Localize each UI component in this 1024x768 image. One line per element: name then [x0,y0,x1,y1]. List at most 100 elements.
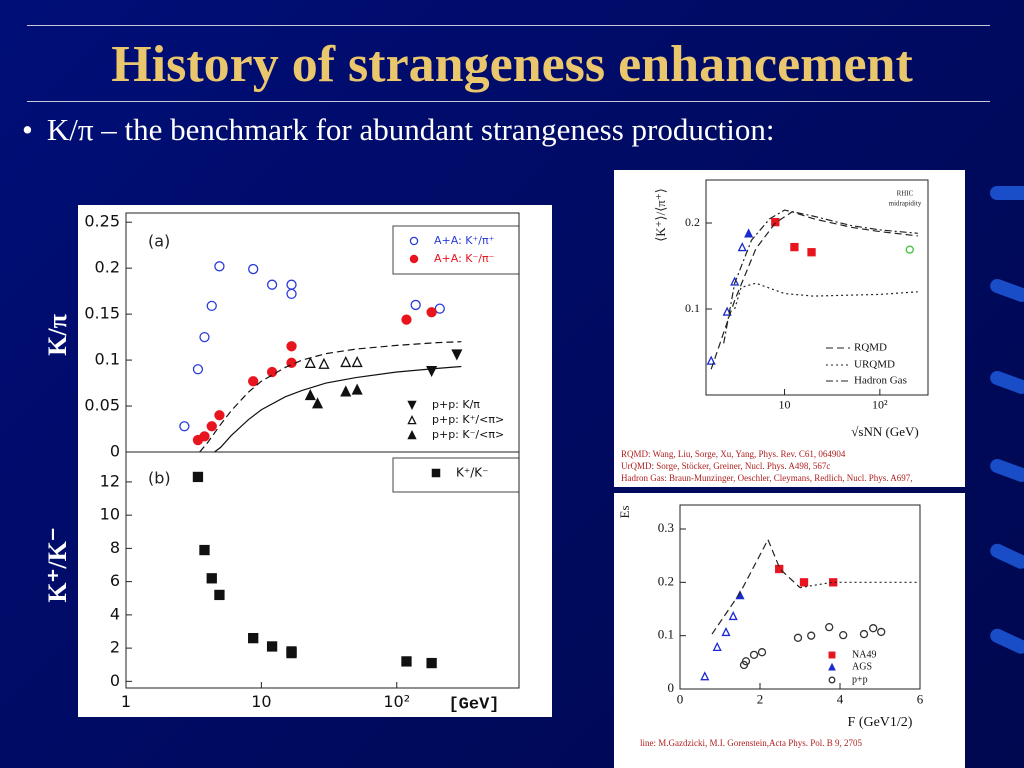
point [828,676,836,684]
y-tick-label: 0.3 [658,520,674,535]
point [828,651,836,659]
point [206,573,217,584]
point [807,248,816,257]
point [775,564,784,574]
point [401,656,412,667]
point [700,671,710,681]
point [192,471,204,483]
legend-label: K⁺/K⁻ [456,466,488,480]
y-tick-label: 0 [668,680,675,695]
point [206,300,217,311]
legend-label: RQMD [854,342,887,354]
reference: line: M.Gazdzicki, M.I. Gorenstein,Acta … [640,738,862,748]
point [771,217,780,227]
legend-label: URQMD [854,359,895,371]
figure-frame [614,493,965,768]
rule [27,101,990,102]
point [807,631,816,640]
curve [214,365,462,453]
point [351,355,363,368]
y-tick-label: 2 [110,638,120,657]
x-tick-label: 10 [251,692,271,711]
plot-frame [125,451,520,689]
curve [723,209,918,344]
point [206,421,217,432]
legend-label: NA49 [852,649,876,660]
point [409,254,419,264]
y-tick-label: 6 [110,571,120,590]
reference: UrQMD: Sorge, Stöcker, Greiner, Nucl. Ph… [621,461,830,471]
point [451,349,463,361]
curve [711,538,801,635]
point [311,397,324,409]
point [426,657,437,669]
legend-label: A+A: K⁻/π⁻ [434,252,495,265]
point [304,389,316,401]
rule [27,25,990,26]
point [757,648,767,657]
point [721,626,731,637]
point [839,630,848,640]
point [286,646,297,657]
point [199,431,210,442]
reference: RQMD: Wang, Liu, Sorge, Xu, Yang, Phys. … [621,449,846,459]
point [266,279,278,290]
legend-label: AGS [852,661,872,672]
reference: Hadron Gas: Braun-Munzinger, Oeschler, C… [621,473,912,483]
y-tick-label: 0.2 [95,258,120,277]
y-tick-label: 0 [110,442,120,461]
point [431,468,441,478]
point [199,544,210,556]
point [828,662,836,671]
legend-label: p+p: K⁺/<π> [432,413,504,426]
point [706,355,716,365]
curve [199,341,462,453]
point [304,356,316,368]
legend-label: p+p: K⁻/<π> [432,428,504,441]
notes-box [615,437,964,487]
point [286,288,297,300]
y-axis-label: ⟨K⁺⟩/⟨π⁺⟩ [653,188,668,242]
annotation: RHIC [897,190,914,198]
point [434,303,445,314]
point [192,364,204,375]
chart: 0.1 0.2 10 10² RQMD URQMD Hadron Gas ⟨K⁺⟩/⟨π⁺⟩ √… [621,179,929,483]
point [905,245,914,254]
point [401,314,412,325]
x-axis-label: √sNN (GeV) [851,424,918,439]
y-tick-label: 0.05 [84,396,120,415]
y-tick-label: 0 [110,671,120,690]
x-axis-label: [GeV] [448,695,499,714]
point [825,622,834,632]
x-tick-label: 4 [837,692,844,707]
curve [799,581,920,589]
plot-frame [679,504,921,690]
point [737,242,747,252]
y-tick-label: 0.1 [658,627,674,642]
y-tick-label: 0.1 [95,350,120,369]
point [214,261,225,272]
annotation: midrapidity [889,200,922,208]
bullet: K/π – the benchmark for abundant strange… [22,112,775,148]
point [266,641,278,652]
chart: 0 0.05 0.1 0.15 0.2 0.25 A+A: K⁺/π⁺ A+A: K⁻/π⁻ p… [43,212,520,461]
chart: 0 2 4 6 8 10 12 1 10 10² K⁺/K⁻ K⁺/K⁻ [GeV] (b) [43,451,520,714]
x-tick-label: 1 [121,692,131,711]
y-axis-label: Es [617,506,632,519]
decor [990,186,1024,654]
y-tick-label: 0.2 [685,215,700,229]
point [248,376,259,387]
annotation: (a) [148,232,170,251]
x-axis-label: F (GeV1/2) [848,715,913,730]
point [859,629,869,639]
point [869,624,878,633]
y-tick-label: 0.1 [685,301,700,315]
point [744,228,754,238]
x-tick-label: 6 [917,692,924,707]
y-axis-label: K/π [43,314,72,356]
point [877,627,886,637]
plot-frame [705,179,929,396]
point [722,306,732,316]
x-tick-label: 2 [757,692,764,707]
